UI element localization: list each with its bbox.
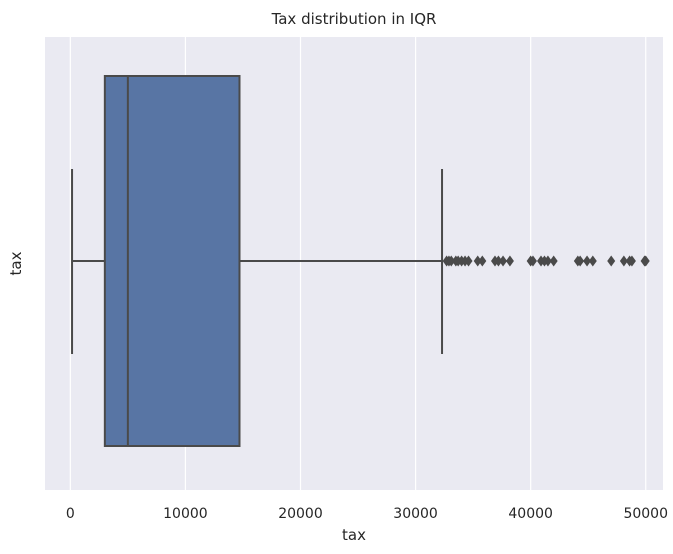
outlier-point [641,255,650,267]
x-tick-label: 20000 [278,506,323,522]
outlier-point [576,255,585,267]
outlier-point [464,255,473,267]
outlier-point [588,255,597,267]
outlier-point [447,255,456,267]
outlier-point [549,255,558,267]
y-axis-label: tax [7,251,25,275]
x-tick-label: 40000 [508,506,553,522]
x-tick-label: 0 [66,506,75,522]
outlier-point [505,255,514,267]
box-plot [71,75,444,447]
x-tick-label: 10000 [163,506,208,522]
outlier-point [543,255,552,267]
outliers [442,255,650,267]
outlier-point [583,255,592,267]
outlier-point [528,255,537,267]
outlier-point [499,255,508,267]
x-ticks: 0 10000 20000 30000 40000 50000 [66,506,668,522]
iqr-box [103,75,241,447]
outlier-point [607,255,616,267]
outlier-point [627,255,636,267]
outlier-point [619,255,628,267]
x-tick-label: 30000 [393,506,438,522]
chart-title: Tax distribution in IQR [271,10,437,28]
outlier-point [494,255,503,267]
x-axis-label: tax [342,526,366,544]
outlier-point [473,255,482,267]
x-tick-label: 50000 [623,506,668,522]
outlier-point [478,255,487,267]
